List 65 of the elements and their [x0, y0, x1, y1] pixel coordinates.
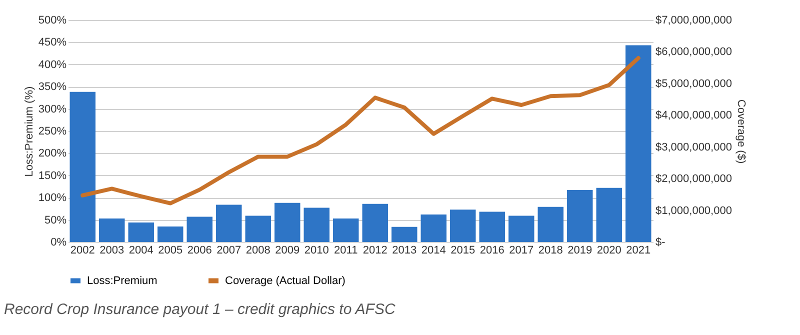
- legend-label: Loss:Premium: [87, 274, 158, 287]
- x-tick-label: 2007: [216, 244, 242, 256]
- y-tick-label: 0%: [50, 236, 67, 248]
- bar: [99, 218, 125, 242]
- x-tick-label: 2016: [480, 244, 504, 256]
- bar: [450, 210, 476, 242]
- x-tick-label: 2021: [626, 244, 651, 256]
- y-tick-label: 300%: [38, 103, 67, 116]
- y-tick-label: 250%: [38, 126, 67, 138]
- x-tick-label: 2018: [538, 244, 563, 256]
- x-tick-label: 2017: [509, 244, 534, 256]
- bar: [216, 204, 242, 242]
- x-tick-label: 2002: [70, 244, 95, 256]
- bar: [508, 216, 534, 242]
- y2-tick-label: $5,000,000,000: [656, 78, 732, 90]
- line-series: [80, 56, 640, 206]
- x-tick-label: 2006: [187, 244, 212, 256]
- bar: [420, 214, 446, 242]
- bar: [479, 212, 505, 242]
- x-tick-label: 2015: [450, 244, 476, 256]
- x-tick-label: 2012: [362, 244, 388, 256]
- bar: [70, 92, 96, 242]
- x-tick-label: 2008: [246, 244, 270, 256]
- bar: [626, 45, 652, 242]
- x-tick-label: 2011: [334, 244, 358, 256]
- bar: [538, 206, 564, 242]
- y2-tick-label: $6,000,000,000: [656, 46, 732, 58]
- y-tick-label: 450%: [38, 36, 67, 49]
- bar: [362, 204, 388, 242]
- x-tick-label: 2014: [421, 244, 446, 256]
- y-tick-label: 150%: [38, 170, 67, 182]
- x-tick-label: 2005: [158, 244, 183, 256]
- y2-tick-label: $-: [656, 236, 666, 248]
- bar: [158, 226, 184, 242]
- y2-tick-label: $2,000,000,000: [656, 173, 732, 186]
- bar: [333, 218, 359, 242]
- x-tick-label: 2020: [596, 244, 622, 256]
- bar: [128, 222, 154, 242]
- y-tick-label: 50%: [44, 214, 67, 226]
- bar: [274, 202, 300, 242]
- y-tick-label: 350%: [38, 81, 67, 94]
- bar: [245, 216, 271, 242]
- x-tick-label: 2013: [392, 244, 417, 256]
- bar: [304, 208, 330, 242]
- y2-tick-label: $4,000,000,000: [656, 110, 732, 122]
- bar: [392, 226, 418, 242]
- text: Record Crop Insurance payout 1 – credit graphics to AFSC: [3, 300, 396, 320]
- bar: [596, 188, 622, 242]
- legend-label: Coverage (Actual Dollar): [225, 274, 346, 287]
- bar: [186, 216, 212, 242]
- y-tick-label: 100%: [38, 192, 67, 204]
- x-tick-label: 2019: [568, 244, 592, 256]
- x-tick-label: 2004: [128, 244, 154, 256]
- y-tick-label: 500%: [38, 14, 67, 26]
- y-axis-title: Loss:Premium (%): [23, 86, 36, 177]
- y2-tick-label: $3,000,000,000: [656, 141, 732, 154]
- x-tick-label: 2003: [100, 244, 124, 256]
- y-tick-label: 200%: [38, 148, 67, 160]
- x-tick-label: 2009: [275, 244, 300, 256]
- x-tick-label: 2010: [304, 244, 329, 256]
- y2-axis-title: Coverage ($): [734, 99, 747, 164]
- y-tick-label: 400%: [38, 58, 67, 71]
- bar: [567, 190, 593, 242]
- y2-tick-label: $7,000,000,000: [656, 14, 732, 26]
- y2-tick-label: $1,000,000,000: [656, 204, 732, 217]
